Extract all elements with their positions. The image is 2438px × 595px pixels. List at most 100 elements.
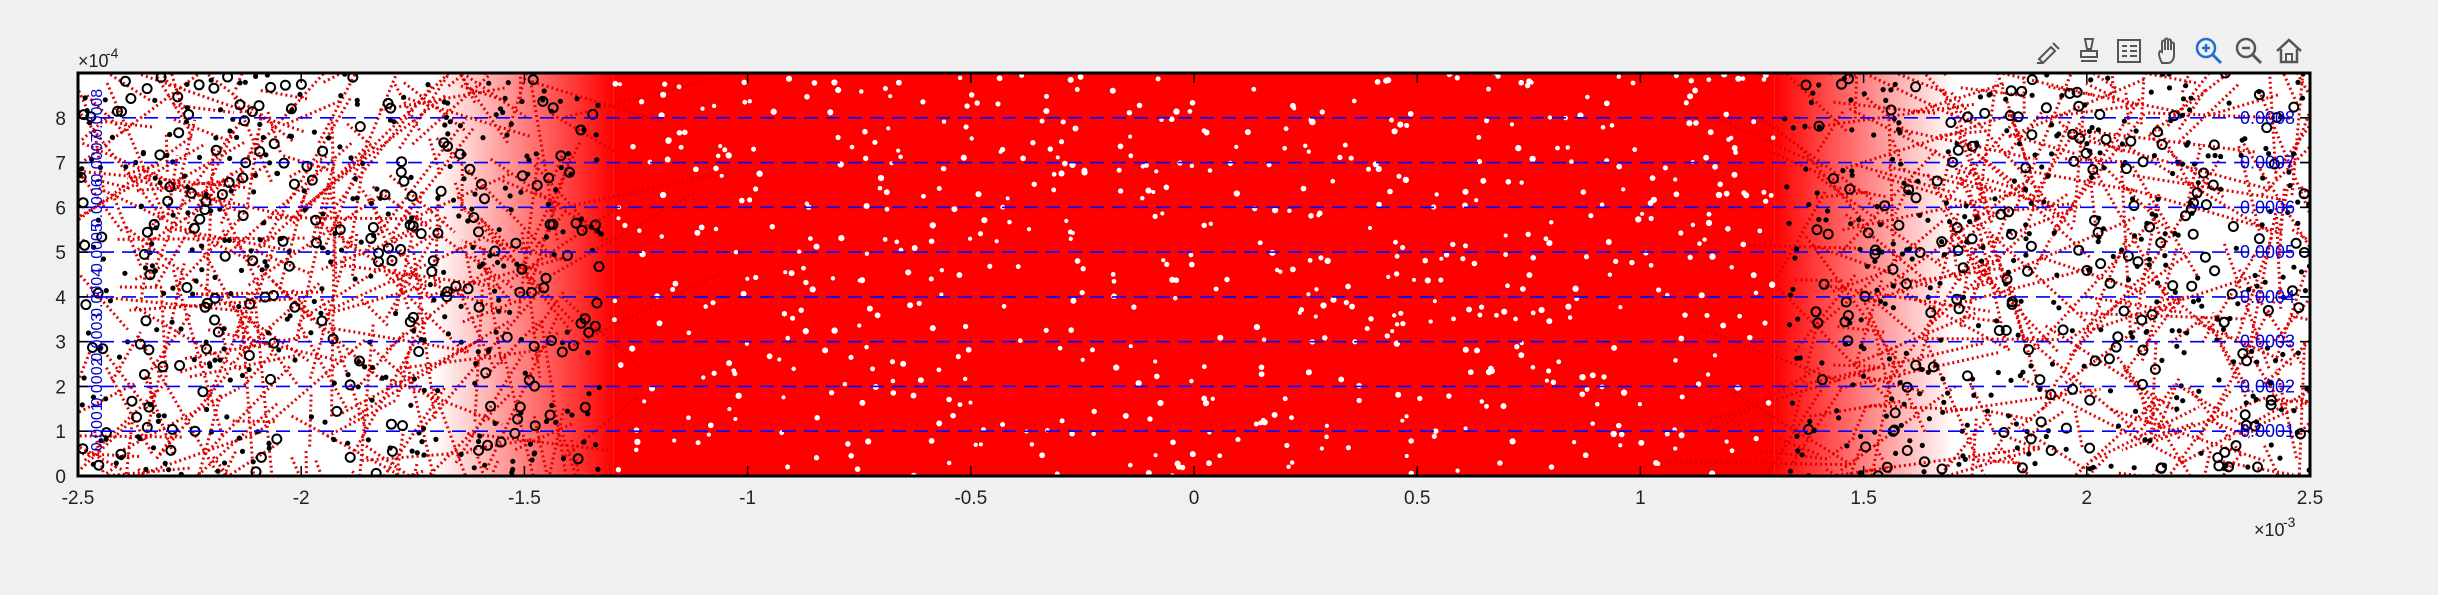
white-speck [888, 94, 892, 98]
white-speck [1330, 297, 1336, 303]
white-speck [1173, 108, 1179, 114]
white-speck [1549, 220, 1553, 224]
particle-dot [2295, 221, 2300, 226]
particle-dot [248, 248, 253, 253]
particle-dot [482, 463, 487, 468]
particle-dot [2162, 253, 2167, 258]
particle-dot [1893, 451, 1898, 456]
particle-dot [1816, 82, 1821, 87]
white-speck [612, 317, 617, 322]
white-speck [1075, 87, 1080, 92]
white-speck [1320, 302, 1326, 308]
white-speck [629, 346, 635, 352]
particle-dot [320, 245, 325, 250]
white-speck [810, 286, 816, 292]
particle-dot [1904, 351, 1909, 356]
particle-dot [391, 119, 396, 124]
white-speck [1064, 219, 1068, 223]
white-speck [732, 371, 737, 376]
particle-dot [1823, 217, 1828, 222]
particle-dot [2052, 230, 2057, 235]
white-speck [1153, 359, 1157, 363]
white-speck [1692, 88, 1698, 94]
particle-dot [2015, 445, 2020, 450]
white-speck [1395, 392, 1401, 398]
particle-dot [2029, 201, 2034, 206]
white-speck [634, 448, 639, 453]
white-speck [1078, 74, 1084, 80]
white-speck [974, 443, 978, 447]
insert-legend-button[interactable] [2110, 32, 2148, 70]
white-speck [1303, 144, 1307, 148]
particle-dot [459, 304, 464, 309]
white-speck [1725, 440, 1729, 444]
trajectory-segment [1826, 469, 1941, 541]
y-tick-label: 7 [55, 154, 66, 175]
particle-dot [353, 276, 358, 281]
white-speck [1259, 371, 1265, 377]
white-speck [665, 157, 671, 163]
white-speck [612, 81, 618, 87]
particle-dot [2300, 96, 2305, 101]
particle-dot [2049, 122, 2054, 127]
white-speck [1754, 436, 1759, 441]
particle-dot [1921, 469, 1926, 474]
particle-dot [2027, 231, 2032, 236]
white-speck [1479, 305, 1484, 310]
particle-dot [480, 261, 485, 266]
y-tick-label: 5 [55, 243, 66, 264]
zoom-in-button[interactable] [2190, 32, 2228, 70]
trajectory-segment [1820, 476, 1832, 590]
white-speck [1346, 445, 1351, 450]
particle-dot [193, 278, 198, 283]
restore-view-home-button[interactable] [2270, 32, 2308, 70]
particle-dot [1925, 218, 1930, 223]
white-speck [1030, 140, 1035, 145]
particle-dot [442, 122, 447, 127]
particle-dot [91, 462, 96, 467]
particle-dot [224, 414, 229, 419]
white-speck [1712, 164, 1718, 170]
data-tips-button[interactable] [2070, 32, 2108, 70]
particle-dot [1910, 256, 1915, 261]
particle-dot [1917, 391, 1922, 396]
white-speck [1713, 353, 1717, 357]
white-speck [1724, 191, 1730, 197]
particle-dot [2004, 128, 2009, 133]
particle-dot [2041, 199, 2046, 204]
white-speck [639, 99, 644, 104]
particle-dot [1848, 221, 1853, 226]
particle-dot [2173, 290, 2178, 295]
particle-dot [1819, 360, 1824, 365]
pan-hand-button[interactable] [2150, 32, 2188, 70]
particle-dot [2227, 101, 2232, 106]
white-speck [716, 154, 721, 159]
white-speck [929, 438, 935, 444]
particle-dot [204, 192, 209, 197]
brush-data-button[interactable] [2030, 32, 2068, 70]
white-speck [1314, 287, 1318, 291]
particle-dot [1907, 438, 1912, 443]
particle-dot [1889, 396, 1894, 401]
white-speck [1446, 393, 1451, 398]
white-speck [1169, 277, 1175, 283]
y-tick-label: 6 [55, 198, 66, 219]
white-speck [1709, 253, 1715, 259]
white-speck [803, 280, 808, 285]
particle-dot [79, 166, 84, 171]
white-speck [1131, 304, 1136, 309]
white-speck [1730, 448, 1735, 453]
particle-dot [1817, 124, 1822, 129]
zoom-out-button[interactable] [2230, 32, 2268, 70]
particle-dot [197, 155, 202, 160]
particle-dot [2184, 330, 2189, 335]
white-speck [1164, 185, 1170, 191]
particle-dot [152, 98, 157, 103]
white-speck [1258, 240, 1263, 245]
white-speck [963, 324, 968, 329]
particle-dot [108, 298, 113, 303]
white-speck [845, 441, 851, 447]
particle-dot [1891, 283, 1896, 288]
particle-dot [2269, 442, 2274, 447]
